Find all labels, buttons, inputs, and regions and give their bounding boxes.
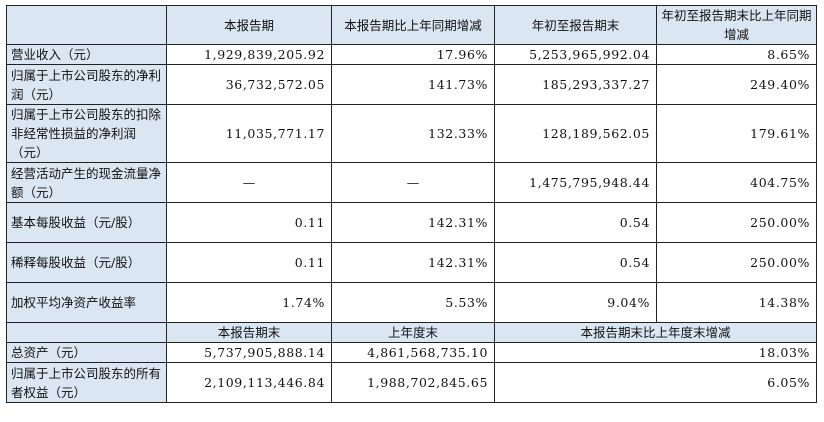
subheader-prior-year-end: 上年度末 bbox=[331, 322, 495, 343]
cell-value: 249.40% bbox=[656, 64, 817, 105]
row-label: 加权平均净资产收益率 bbox=[6, 282, 167, 323]
cell-value: 0.11 bbox=[166, 242, 332, 283]
cell-value: 0.11 bbox=[166, 202, 332, 243]
table-row: 归属于上市公司股东的所有者权益（元） 2,109,113,446.84 1,98… bbox=[6, 362, 817, 403]
table-row: 加权平均净资产收益率 1.74% 5.53% 9.04% 14.38% bbox=[6, 282, 817, 323]
subheader-period-end: 本报告期末 bbox=[166, 322, 332, 343]
table-header-row: 本报告期 本报告期比上年同期增减 年初至报告期末 年初至报告期末比上年同期增减 bbox=[6, 5, 817, 45]
row-label: 归属于上市公司股东的净利润（元） bbox=[6, 64, 167, 105]
subheader-change: 本报告期末比上年度末增减 bbox=[494, 322, 817, 343]
row-label: 总资产（元） bbox=[6, 342, 167, 363]
cell-value: 18.03% bbox=[494, 342, 817, 363]
cell-value: 0.54 bbox=[494, 242, 657, 283]
cell-value: 250.00% bbox=[656, 202, 817, 243]
cell-value: 14.38% bbox=[656, 282, 817, 323]
row-label: 基本每股收益（元/股） bbox=[6, 202, 167, 243]
row-label: 营业收入（元） bbox=[6, 44, 167, 65]
table-row: 基本每股收益（元/股） 0.11 142.31% 0.54 250.00% bbox=[6, 202, 817, 243]
cell-value: 185,293,337.27 bbox=[494, 64, 657, 105]
cell-value: 1,988,702,845.65 bbox=[331, 362, 495, 403]
cell-value: 404.75% bbox=[656, 162, 817, 203]
cell-value: 142.31% bbox=[331, 242, 495, 283]
cell-value: 11,035,771.17 bbox=[166, 104, 332, 163]
cell-value: 17.96% bbox=[331, 44, 495, 65]
cell-value: 4,861,568,735.10 bbox=[331, 342, 495, 363]
row-label: 稀释每股收益（元/股） bbox=[6, 242, 167, 283]
header-blank-cell bbox=[6, 5, 167, 45]
row-label: 归属于上市公司股东的所有者权益（元） bbox=[6, 362, 167, 403]
header-period-yoy-change: 本报告期比上年同期增减 bbox=[331, 5, 495, 45]
cell-value: 2,109,113,446.84 bbox=[166, 362, 332, 403]
cell-value: 141.73% bbox=[331, 64, 495, 105]
cell-value: 36,732,572.05 bbox=[166, 64, 332, 105]
cell-value: 6.05% bbox=[494, 362, 817, 403]
cell-value: 1,475,795,948.44 bbox=[494, 162, 657, 203]
header-ytd: 年初至报告期末 bbox=[494, 5, 657, 45]
table-subheader-row: 本报告期末 上年度末 本报告期末比上年度末增减 bbox=[6, 322, 817, 343]
cell-value-text: — bbox=[406, 175, 420, 190]
cell-value: 179.61% bbox=[656, 104, 817, 163]
cell-value: 5,253,965,992.04 bbox=[494, 44, 657, 65]
subheader-blank-cell bbox=[6, 322, 167, 343]
row-label: 归属于上市公司股东的扣除非经常性损益的净利润（元） bbox=[6, 104, 167, 163]
cell-value: 0.54 bbox=[494, 202, 657, 243]
cell-value: 5.53% bbox=[331, 282, 495, 323]
table-row: 归属于上市公司股东的扣除非经常性损益的净利润（元） 11,035,771.17 … bbox=[6, 104, 817, 163]
cell-value: 250.00% bbox=[656, 242, 817, 283]
cell-value: 9.04% bbox=[494, 282, 657, 323]
table-row: 总资产（元） 5,737,905,888.14 4,861,568,735.10… bbox=[6, 342, 817, 363]
cell-value: 128,189,562.05 bbox=[494, 104, 657, 163]
header-ytd-yoy-change: 年初至报告期末比上年同期增减 bbox=[656, 5, 817, 45]
cell-value-dash: — bbox=[166, 162, 332, 203]
header-current-period: 本报告期 bbox=[166, 5, 332, 45]
cell-value: 1,929,839,205.92 bbox=[166, 44, 332, 65]
row-label: 经营活动产生的现金流量净额（元） bbox=[6, 162, 167, 203]
table-row: 归属于上市公司股东的净利润（元） 36,732,572.05 141.73% 1… bbox=[6, 64, 817, 105]
table-row: 经营活动产生的现金流量净额（元） — — 1,475,795,948.44 40… bbox=[6, 162, 817, 203]
cell-value: 142.31% bbox=[331, 202, 495, 243]
cell-value-dash: — bbox=[331, 162, 495, 203]
cell-value-text: — bbox=[242, 175, 256, 190]
cell-value: 132.33% bbox=[331, 104, 495, 163]
cell-value: 1.74% bbox=[166, 282, 332, 323]
cell-value: 8.65% bbox=[656, 44, 817, 65]
cell-value: 5,737,905,888.14 bbox=[166, 342, 332, 363]
table-row: 营业收入（元） 1,929,839,205.92 17.96% 5,253,96… bbox=[6, 44, 817, 65]
table-row: 稀释每股收益（元/股） 0.11 142.31% 0.54 250.00% bbox=[6, 242, 817, 283]
financial-data-table: 本报告期 本报告期比上年同期增减 年初至报告期末 年初至报告期末比上年同期增减 … bbox=[6, 5, 817, 403]
